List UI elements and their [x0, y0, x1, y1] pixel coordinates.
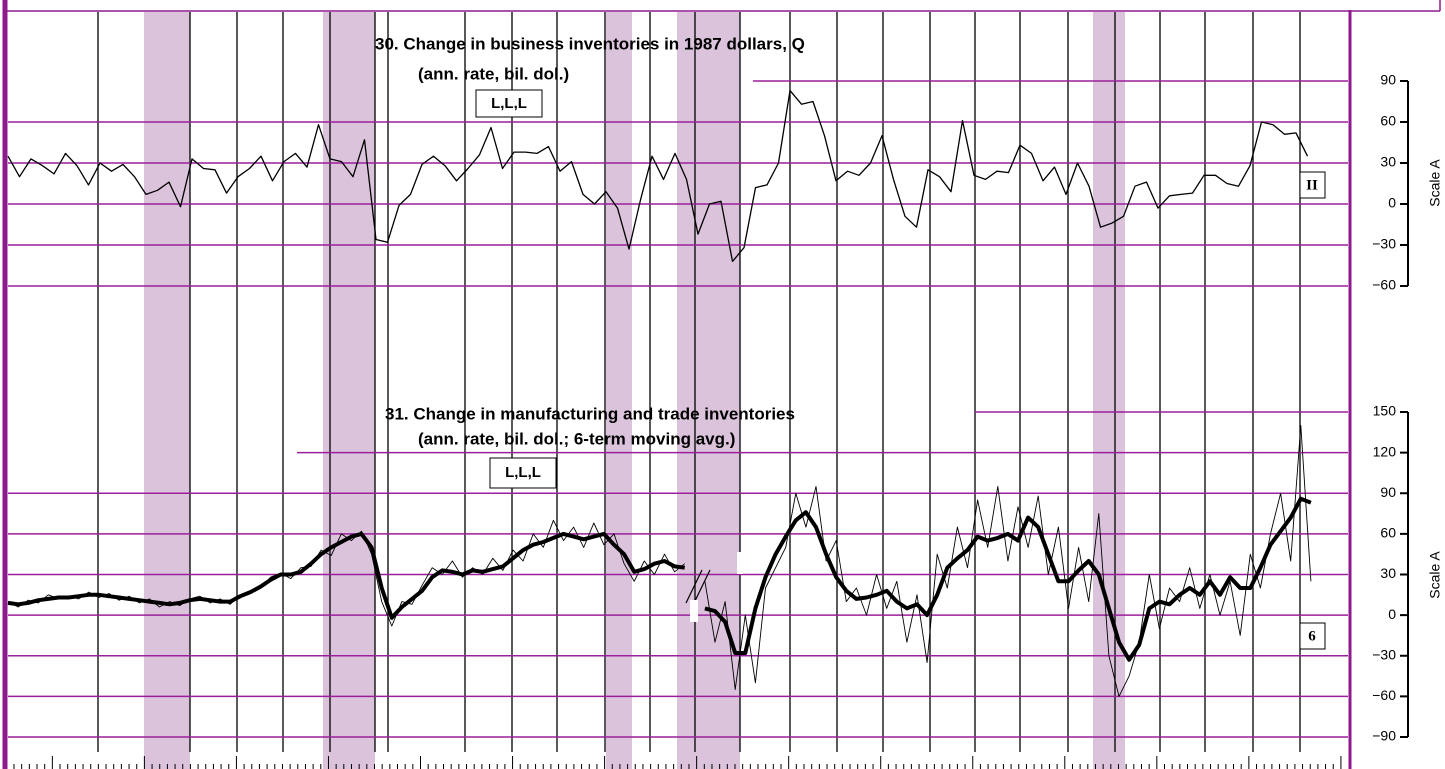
y-tick-label: −90 — [1372, 728, 1396, 744]
recession-band — [606, 12, 632, 769]
break-gap — [690, 600, 698, 622]
y-tick-label: 60 — [1380, 113, 1396, 129]
panel-title: 30. Change in business inventories in 19… — [375, 34, 805, 53]
y-tick-label: 150 — [1373, 403, 1397, 419]
recession-band — [144, 12, 190, 769]
y-tick-label: 0 — [1388, 195, 1396, 211]
recession-band — [323, 12, 375, 769]
y-tick-label: −30 — [1372, 646, 1396, 662]
y-axis-label: Scale A — [1427, 159, 1443, 207]
break-gap — [737, 552, 743, 574]
timing-code: L,L,L — [491, 95, 527, 112]
y-tick-label: 30 — [1380, 565, 1396, 581]
panel-subtitle: (ann. rate, bil. dol.; 6-term moving avg… — [418, 429, 735, 448]
y-axis-label: Scale A — [1427, 551, 1443, 599]
y-tick-label: 90 — [1380, 484, 1396, 500]
break-mark — [685, 569, 703, 604]
code-box — [489, 457, 557, 489]
y-tick-label: −60 — [1372, 277, 1396, 293]
series-code: II — [1306, 177, 1318, 193]
y-tick-label: 30 — [1380, 154, 1396, 170]
series-line — [7, 531, 685, 620]
series-line — [704, 425, 1312, 697]
plot — [7, 89, 1312, 697]
series-line — [7, 89, 1309, 263]
series-code: 6 — [1308, 628, 1316, 644]
code-box — [1299, 622, 1326, 650]
timing-code: L,L,L — [505, 464, 541, 481]
y-tick-label: 120 — [1373, 443, 1397, 459]
y-tick-label: 90 — [1380, 72, 1396, 88]
grid — [8, 80, 1348, 738]
background — [144, 12, 1125, 769]
x-axis — [13, 756, 1342, 769]
panel-title: 31. Change in manufacturing and trade in… — [385, 404, 795, 423]
y-tick-label: −60 — [1372, 687, 1396, 703]
break-mark — [693, 569, 711, 604]
panel-subtitle: (ann. rate, bil. dol.) — [418, 64, 569, 83]
code-box — [1299, 171, 1326, 199]
y-tick-label: −30 — [1372, 236, 1396, 252]
y-tick-label: 60 — [1380, 525, 1396, 541]
series-line — [704, 496, 1312, 662]
y-tick-label: 0 — [1388, 606, 1396, 622]
code-box — [475, 89, 543, 118]
